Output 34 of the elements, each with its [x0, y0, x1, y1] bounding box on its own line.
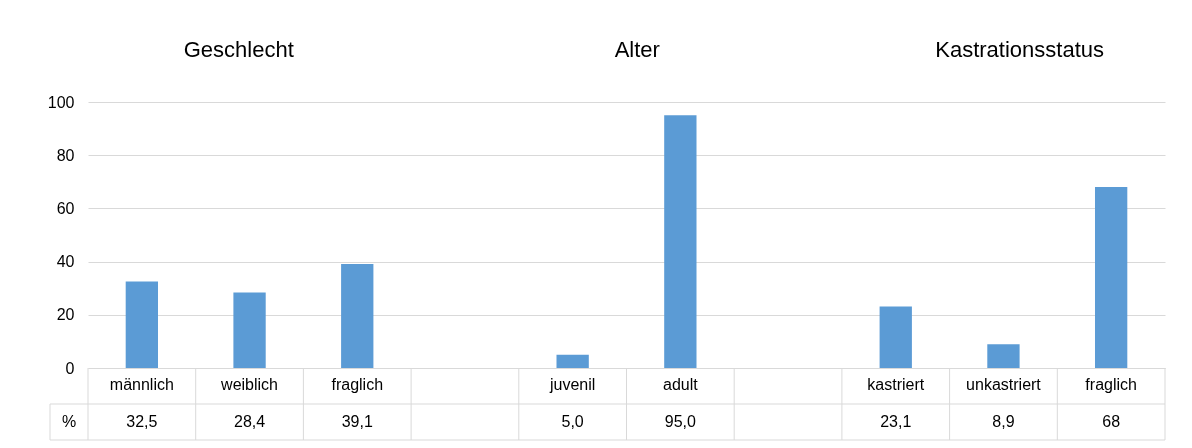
bar — [664, 115, 697, 368]
x-tick-label: fraglich — [331, 375, 384, 393]
bar — [987, 344, 1020, 368]
text: Geschlecht — [183, 37, 294, 62]
y-tick-label: 60 — [56, 199, 75, 217]
data-label: 95,0 — [664, 413, 697, 430]
data-label: 32,5 — [126, 413, 158, 430]
x-tick-label: kastriert — [867, 375, 925, 393]
bar — [233, 292, 266, 368]
x-tick-label: juvenil — [548, 375, 596, 393]
y-tick-label: 20 — [56, 306, 75, 324]
x-tick-label: unkastriert — [966, 375, 1042, 393]
x-tick-label: männlich — [109, 375, 174, 393]
x-tick-label: adult — [663, 375, 699, 393]
data-label: 39,1 — [341, 413, 373, 430]
bar — [1094, 187, 1128, 368]
data-label: 5,0 — [561, 413, 584, 430]
bar — [556, 354, 589, 368]
x-tick-label: weiblich — [220, 375, 279, 393]
bar — [125, 281, 158, 368]
x-tick-label: fraglich — [1085, 375, 1137, 393]
y-tick-label: 80 — [56, 146, 75, 164]
data-label: 68 — [1102, 413, 1121, 430]
y-axis-title: % — [61, 413, 77, 430]
data-label: 28,4 — [233, 413, 266, 430]
data-label: 23,1 — [880, 413, 912, 430]
bar — [879, 306, 912, 368]
text: Alter — [614, 37, 660, 62]
y-tick-label: 40 — [56, 253, 75, 271]
y-tick-label: 100 — [47, 93, 75, 111]
data-label: 8,9 — [992, 413, 1015, 430]
text: Kastrationsstatus — [935, 37, 1104, 62]
y-tick-label: 0 — [65, 359, 75, 377]
bar — [341, 263, 374, 368]
